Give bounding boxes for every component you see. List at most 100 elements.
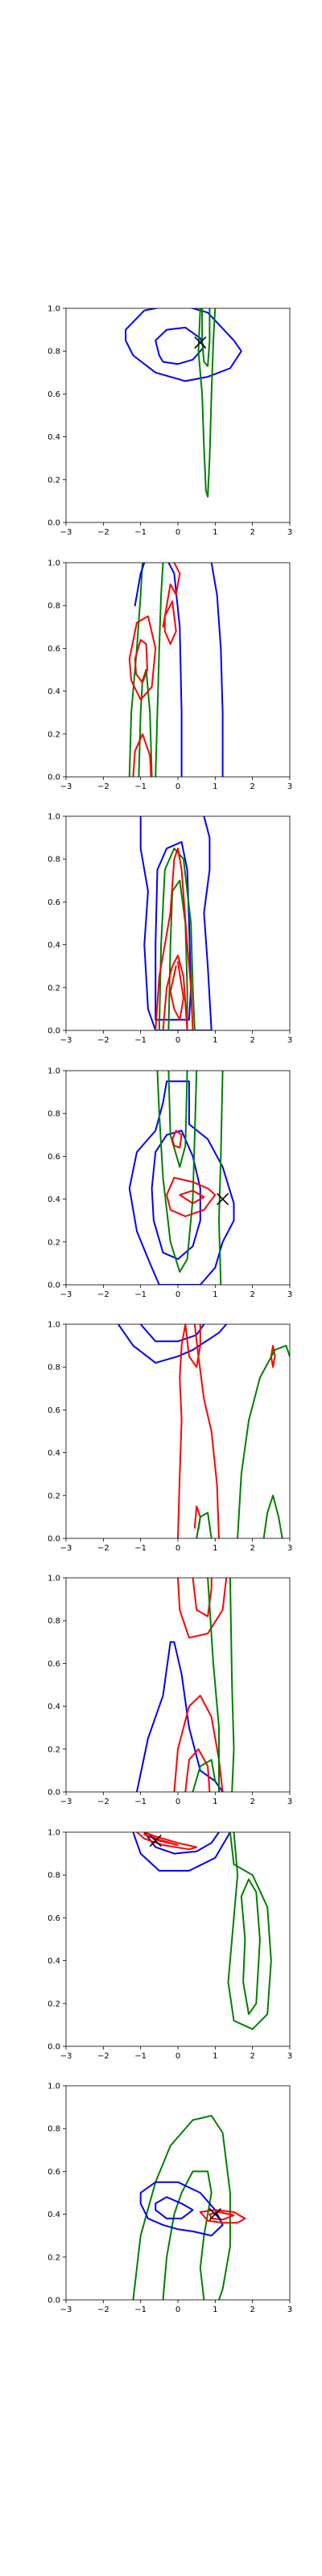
contour-line — [229, 1578, 235, 1792]
x-tick-label: 0 — [175, 1290, 180, 1299]
contour-line — [132, 733, 152, 777]
contour-line — [139, 816, 213, 1030]
contour-line — [139, 2181, 224, 2237]
x-tick-label: 1 — [213, 782, 217, 791]
y-tick-label: 0.8 — [47, 602, 60, 611]
contour-line — [117, 1324, 228, 1364]
y-tick-label: 1.0 — [47, 2083, 60, 2091]
x-tick-label: 1 — [213, 2306, 217, 2314]
contour-line — [192, 1578, 213, 1617]
x-tick-label: −3 — [60, 1544, 72, 1553]
y-tick-label: 0.2 — [47, 2000, 60, 2008]
x-tick-label: 3 — [287, 2052, 292, 2061]
contour-line — [207, 1578, 220, 1792]
y-tick-label: 0.2 — [47, 2253, 60, 2262]
panel-8: −3 −2 −1 0 1 2 3 0.0 0.2 0.4 0.6 0.8 1.0 — [47, 2083, 292, 2315]
axes-frame — [65, 308, 291, 523]
x-tick-label: 1 — [213, 528, 217, 537]
y-tick-label: 0.8 — [47, 856, 60, 865]
x-tick-label: 1 — [213, 1798, 217, 1806]
y-tick-label: 0.4 — [47, 1957, 60, 1966]
x-tick-label: 1 — [213, 2052, 217, 2061]
x-tick-label: −2 — [97, 1036, 109, 1045]
x-tick-label: −3 — [60, 2052, 72, 2061]
axes-frame — [65, 1070, 291, 1286]
contour-line — [237, 1344, 290, 1538]
x-tick-label: −2 — [97, 1798, 109, 1806]
x-tick-label: 1 — [213, 1036, 217, 1045]
x-tick-label: −2 — [97, 782, 109, 791]
x-tick-label: −3 — [60, 1290, 72, 1299]
x-tick-label: 3 — [287, 1544, 292, 1553]
contour-line — [179, 1190, 205, 1204]
y-tick-label: 1.0 — [47, 559, 60, 568]
y-tick-label: 0.8 — [47, 348, 60, 357]
x-tick-label: −2 — [97, 2052, 109, 2061]
contour-line — [192, 1759, 217, 1792]
y-tick-label: 0.2 — [47, 1745, 60, 1754]
contour-line — [171, 1129, 183, 1149]
x-tick-label: 3 — [287, 1036, 292, 1045]
contour-line — [143, 1832, 220, 1855]
x-tick-label: −1 — [134, 1036, 147, 1045]
x-tick-label: −1 — [134, 2306, 147, 2314]
y-tick-label: 0.2 — [47, 476, 60, 485]
x-marker-stroke — [217, 1193, 229, 1206]
contour-line — [155, 840, 192, 1021]
contour-line — [134, 563, 146, 607]
x-tick-label: 2 — [250, 2052, 254, 2061]
contour-group — [132, 1832, 272, 2030]
contour-line — [132, 2115, 231, 2300]
x-tick-label: −1 — [134, 528, 147, 537]
x-tick-label: −3 — [60, 528, 72, 537]
axes-frame — [65, 1831, 291, 2047]
contour-group — [125, 308, 242, 498]
x-tick-label: 2 — [250, 1290, 254, 1299]
x-tick-label: 0 — [175, 528, 180, 537]
axes-frame — [65, 1577, 291, 1793]
contour-line — [128, 563, 143, 777]
panel-1: −3 −2 −1 0 1 2 3 0.0 0.2 0.4 0.6 0.8 1.0 — [47, 305, 292, 538]
contour-group — [139, 816, 213, 1030]
contour-line — [193, 1324, 220, 1538]
y-tick-label: 0.6 — [47, 390, 60, 399]
contour-line — [151, 1129, 201, 1261]
x-tick-label: 3 — [287, 528, 292, 537]
x-marker — [217, 1193, 229, 1206]
x-tick-label: 2 — [250, 1544, 254, 1553]
y-tick-label: 0.6 — [47, 2168, 60, 2177]
y-tick-label: 0.6 — [47, 1153, 60, 1162]
y-tick-label: 1.0 — [47, 813, 60, 822]
contour-line — [162, 563, 181, 628]
x-marker — [149, 1835, 162, 1847]
contour-line — [155, 847, 194, 1030]
y-tick-label: 0.4 — [47, 1703, 60, 1711]
x-tick-label: 3 — [287, 1290, 292, 1299]
contour-line — [128, 615, 157, 701]
contour-line — [155, 563, 164, 777]
contour-line — [184, 1324, 201, 1368]
axes-frame — [65, 2085, 291, 2301]
y-tick-label: 0.8 — [47, 1110, 60, 1119]
y-tick-label: 0.8 — [47, 2125, 60, 2134]
contour-line — [132, 1832, 231, 1872]
contour-line — [163, 600, 177, 646]
x-tick-label: −1 — [134, 1544, 147, 1553]
y-tick-label: 1.0 — [47, 1067, 60, 1076]
y-tick-label: 0.0 — [47, 519, 60, 528]
contour-line — [155, 2196, 194, 2219]
x-tick-label: 2 — [250, 1798, 254, 1806]
contour-line — [201, 308, 211, 367]
contour-line — [169, 960, 184, 1021]
y-tick-label: 0.2 — [47, 730, 60, 739]
x-tick-label: 0 — [175, 782, 180, 791]
contour-group — [128, 563, 224, 777]
axes-frame — [65, 562, 291, 778]
x-tick-label: −3 — [60, 1036, 72, 1045]
y-tick-label: 0.4 — [47, 1449, 60, 1458]
panel-7: −3 −2 −1 0 1 2 3 0.0 0.2 0.4 0.6 0.8 1.0 — [47, 1829, 292, 2062]
y-tick-label: 0.0 — [47, 774, 60, 782]
x-tick-label: −1 — [134, 1290, 147, 1299]
x-tick-label: 2 — [250, 782, 254, 791]
